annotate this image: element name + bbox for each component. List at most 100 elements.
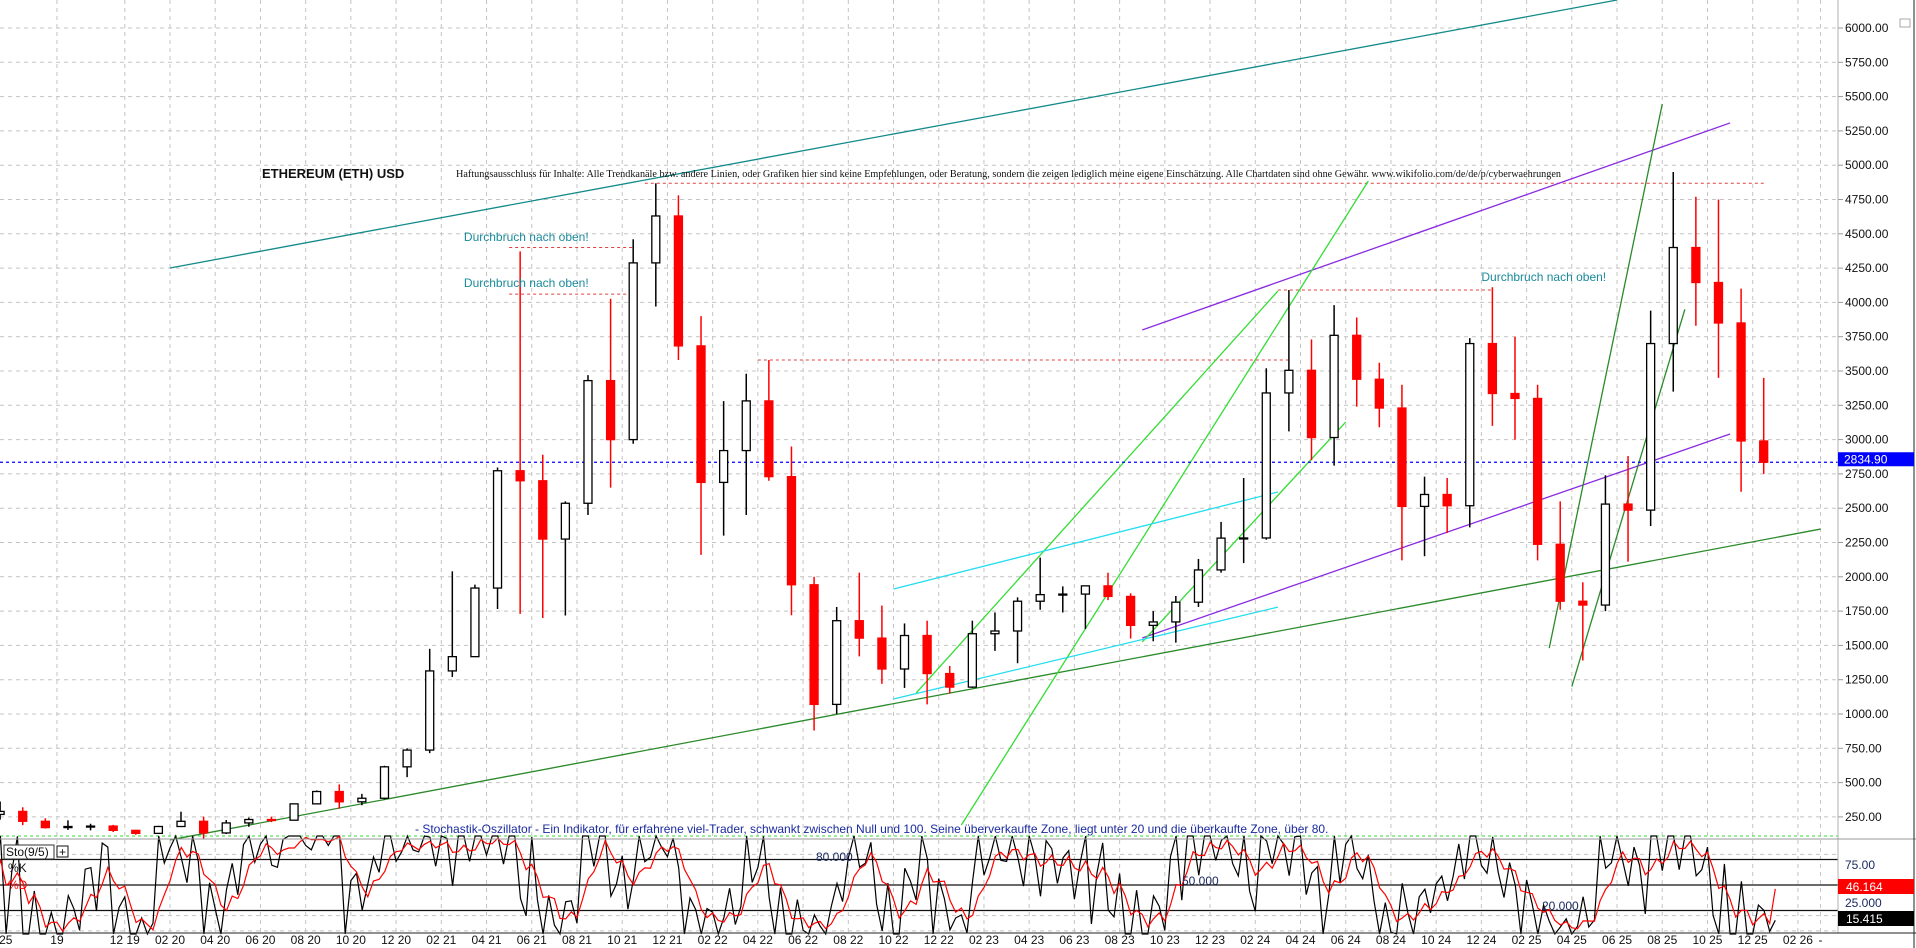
time-tick-label: 12 21 bbox=[652, 933, 682, 947]
candle-body bbox=[379, 766, 390, 799]
price-tick-label: 250.00 bbox=[1845, 810, 1882, 824]
candle-body bbox=[0, 810, 5, 816]
price-tick-label: 5750.00 bbox=[1845, 55, 1889, 69]
candle-body bbox=[583, 379, 593, 504]
time-tick-label: 10 20 bbox=[336, 933, 366, 947]
candle-body bbox=[560, 502, 571, 540]
price-tick-label: 4250.00 bbox=[1845, 261, 1889, 275]
candle-body bbox=[1487, 342, 1498, 395]
stochastic-label-box bbox=[3, 844, 55, 860]
candle-body bbox=[1623, 503, 1633, 511]
candle-body bbox=[854, 620, 864, 639]
candle-body bbox=[1012, 600, 1023, 632]
price-tick-label: 4500.00 bbox=[1845, 227, 1889, 241]
d-legend: %D bbox=[8, 878, 28, 892]
candle-body bbox=[1374, 378, 1384, 409]
time-tick-label: 12 22 bbox=[924, 933, 954, 947]
time-tick-label: 04 22 bbox=[743, 933, 773, 947]
candle-body bbox=[1555, 543, 1565, 602]
annotations: Durchbruch nach oben! Durchbruch nach obe… bbox=[464, 230, 1606, 290]
candle-body bbox=[628, 262, 638, 441]
stochastic-panel: Sto(9/5) + %K %D 80.000 50.000 20.000 bbox=[0, 834, 1838, 937]
candle-body bbox=[515, 470, 525, 482]
candle-body bbox=[266, 818, 277, 822]
candle-body bbox=[1736, 322, 1746, 442]
candle-body bbox=[967, 633, 977, 688]
trend-lines bbox=[0, 0, 1838, 841]
candle-body bbox=[945, 672, 955, 688]
candle-body bbox=[221, 822, 231, 834]
price-tick-label: 1500.00 bbox=[1845, 638, 1889, 652]
candle-body bbox=[1125, 595, 1136, 627]
candle-body bbox=[1035, 593, 1045, 602]
level-label-20: 20.000 bbox=[1542, 899, 1579, 913]
candle-body bbox=[877, 637, 887, 670]
price-tick-label: 500.00 bbox=[1845, 776, 1882, 790]
candle-body bbox=[990, 630, 1000, 635]
k-legend: %K bbox=[8, 861, 27, 875]
candle-body bbox=[470, 587, 480, 658]
trend-line-cyan bbox=[893, 606, 1279, 700]
level-label-80: 80.000 bbox=[816, 850, 853, 864]
time-tick-label: - bbox=[1819, 933, 1823, 947]
annotation-text: Durchbruch nach oben! bbox=[464, 276, 589, 290]
time-tick-label: 08 25 bbox=[1647, 933, 1677, 947]
candle-body bbox=[1691, 246, 1701, 284]
candle-body bbox=[63, 825, 73, 829]
stochastic-axis-tick: 75.00 bbox=[1845, 858, 1875, 872]
stochastic-axis-tick: 25.000 bbox=[1845, 896, 1882, 910]
candle-body bbox=[1532, 397, 1543, 545]
add-indicator-button[interactable] bbox=[56, 845, 69, 858]
k-value-label: 15.415 bbox=[1846, 912, 1883, 926]
candle-body bbox=[1058, 593, 1068, 596]
price-tick-label: 2250.00 bbox=[1845, 536, 1889, 550]
candle-body bbox=[538, 480, 548, 540]
candle-body bbox=[1600, 503, 1611, 606]
candle-body bbox=[357, 797, 367, 803]
disclaimer: Haftungsausschluss für Inhalte: Alle Tre… bbox=[456, 169, 1561, 180]
price-tick-label: 2750.00 bbox=[1845, 467, 1889, 481]
price-tick-label: 4750.00 bbox=[1845, 193, 1889, 207]
candle-body bbox=[1668, 246, 1678, 345]
time-tick-label: 18.12.25 bbox=[0, 933, 13, 947]
candle-body bbox=[832, 620, 842, 706]
candle-body bbox=[1442, 493, 1452, 507]
price-tick-label: 750.00 bbox=[1845, 741, 1882, 755]
time-tick-label: 10 25 bbox=[1692, 933, 1722, 947]
time-tick-label: 12 23 bbox=[1195, 933, 1225, 947]
trend-line-long-trend bbox=[169, 528, 1821, 841]
candle-body bbox=[1103, 585, 1113, 598]
candle-body bbox=[1306, 369, 1317, 439]
candle-body bbox=[1284, 369, 1294, 394]
price-tick-label: 4000.00 bbox=[1845, 295, 1889, 309]
time-tick-label: 02 23 bbox=[969, 933, 999, 947]
trend-line-teal-channel bbox=[169, 0, 1618, 269]
candle-body bbox=[1352, 334, 1362, 380]
grid bbox=[0, 0, 1838, 933]
candle-body bbox=[1171, 601, 1181, 623]
candle-body bbox=[1419, 493, 1430, 508]
candle-body bbox=[1465, 342, 1475, 507]
candle-body bbox=[809, 584, 819, 706]
price-tick-label: 6000.00 bbox=[1845, 21, 1889, 35]
price-tick-label: 5500.00 bbox=[1845, 90, 1889, 104]
candle-body bbox=[1759, 440, 1769, 463]
price-tick-label: 1000.00 bbox=[1845, 707, 1889, 721]
time-tick-label: 02 26 bbox=[1783, 933, 1813, 947]
time-tick-label: 02 20 bbox=[155, 933, 185, 947]
price-tick-label: 2000.00 bbox=[1845, 570, 1889, 584]
trend-line-bright-green bbox=[960, 180, 1369, 826]
time-tick-label: 06 21 bbox=[517, 933, 547, 947]
time-tick-label: 04 20 bbox=[200, 933, 230, 947]
time-tick-label: 02 24 bbox=[1240, 933, 1270, 947]
time-tick-label: 12 25 bbox=[1738, 933, 1768, 947]
collapse-icon bbox=[1899, 18, 1911, 28]
price-tick-label: 3500.00 bbox=[1845, 364, 1889, 378]
candle-body bbox=[492, 470, 503, 589]
k-value-badge bbox=[1838, 911, 1914, 926]
candle-body bbox=[425, 670, 435, 751]
time-tick-label: 04 21 bbox=[472, 933, 502, 947]
candle-body bbox=[289, 803, 299, 821]
trend-line-purple-channel bbox=[1142, 122, 1731, 331]
